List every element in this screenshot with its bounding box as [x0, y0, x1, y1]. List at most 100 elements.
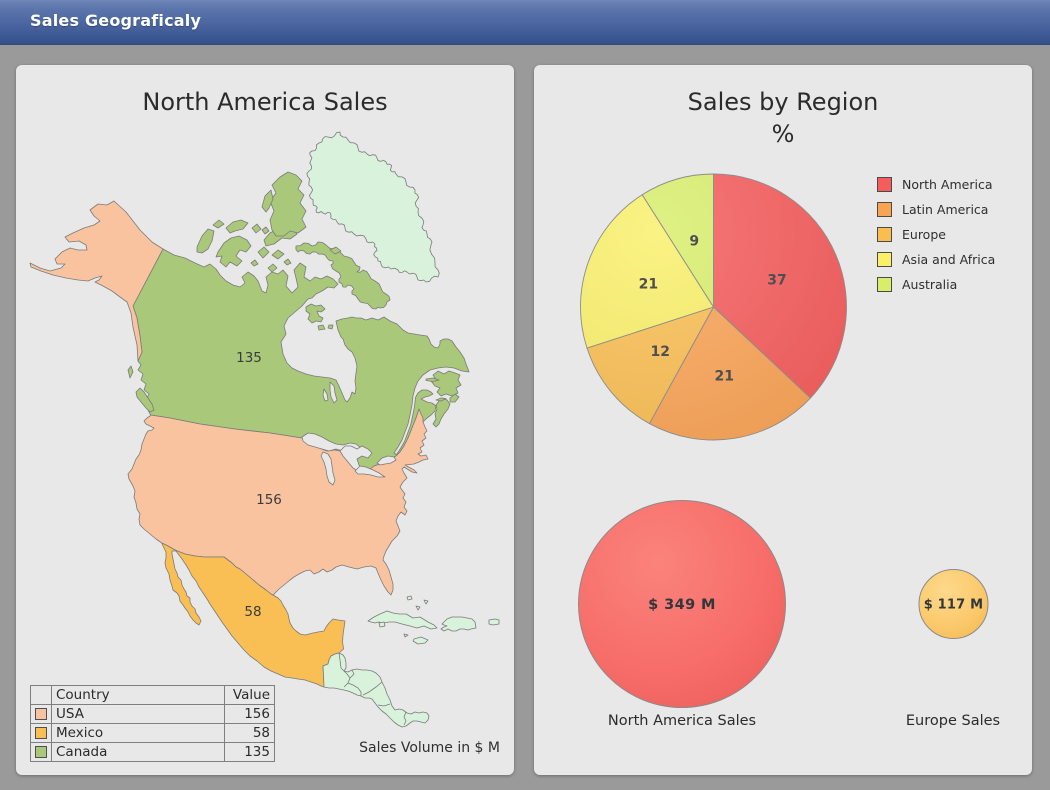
map-border-central-america-0	[338, 652, 345, 672]
map-region-royal-geographical-islands[interactable]	[250, 259, 259, 267]
map-region-alaska[interactable]	[29, 200, 164, 362]
map-region-cornwallis-island[interactable]	[261, 226, 270, 235]
legend-label-asia-and-africa: Asia and Africa	[902, 251, 996, 267]
region-panel-subtitle: %	[771, 120, 795, 148]
table-cell-country: Canada	[51, 742, 225, 762]
pie-slice-north-america[interactable]	[713, 173, 847, 399]
map-region-jamaica[interactable]	[412, 636, 429, 645]
map-region-puerto-rico[interactable]	[488, 618, 500, 626]
map-region-prince-edward-island[interactable]	[435, 397, 447, 402]
legend-item-latin-america[interactable]: Latin America	[877, 201, 995, 217]
bubble-europe-circle	[918, 569, 989, 639]
map-water-lake-michigan	[320, 451, 336, 486]
map-border-central-america-5	[377, 703, 391, 707]
map-region-king-william-island[interactable]	[267, 263, 278, 273]
table-cell-value: 135	[224, 742, 275, 762]
north-america-map: 135 156 58	[29, 131, 500, 728]
pie-value-label: 12	[650, 344, 669, 360]
map-region-bathurst-island[interactable]	[251, 223, 262, 234]
map-region-cape-breton-island[interactable]	[449, 393, 460, 403]
map-region-hispaniola[interactable]	[440, 616, 477, 632]
pie-slice-australia[interactable]	[641, 173, 714, 308]
map-region-ellesmere-island[interactable]	[269, 171, 307, 237]
map-region-bahamas-2[interactable]	[423, 599, 429, 605]
table-cell-country: USA	[51, 704, 225, 724]
map-region-newfoundland[interactable]	[430, 370, 462, 397]
map-region-vancouver-island[interactable]	[135, 387, 155, 413]
legend-item-europe[interactable]: Europe	[877, 226, 995, 242]
table-row-usa[interactable]: USA 156	[30, 704, 275, 724]
mexico-color-swatch	[35, 727, 47, 739]
map-water-group	[301, 381, 397, 486]
map-region-cayman[interactable]	[403, 633, 409, 638]
window-titlebar: Sales Geograficaly	[0, 0, 1050, 45]
map-region-victoria-island[interactable]	[215, 235, 252, 268]
legend-label-latin-america: Latin America	[902, 201, 989, 217]
map-region-southampton-island[interactable]	[305, 303, 326, 324]
map-land-group	[29, 131, 500, 728]
legend-swatch-asia-and-africa	[877, 251, 892, 267]
map-region-nova-scotia[interactable]	[432, 397, 451, 428]
map-region-banks-island[interactable]	[196, 228, 215, 254]
pie-labels-group: 37 21 12 21 9	[639, 234, 787, 385]
map-region-mexico[interactable]	[161, 542, 346, 688]
map-region-somerset-island[interactable]	[271, 249, 285, 260]
sales-by-region-pie: 37 21 12 21 9 $ 349 M $ 117 M	[578, 173, 989, 708]
map-water-lake-winnipegosis	[322, 388, 329, 402]
map-region-bahamas-1[interactable]	[406, 595, 413, 601]
map-region-haida-gwaii[interactable]	[127, 365, 134, 379]
bubble-europe[interactable]: $ 117 M	[918, 569, 989, 639]
bubble-europe-value: $ 117 M	[924, 598, 984, 613]
pie-slice-latin-america[interactable]	[648, 306, 811, 441]
map-region-central-america[interactable]	[322, 652, 430, 728]
pie-value-label: 21	[639, 277, 658, 293]
map-region-melville-island[interactable]	[225, 219, 249, 234]
country-value-table: Country Value USA 156 Mexico 58 Canada 1…	[30, 685, 275, 762]
pie-slice-europe[interactable]	[586, 306, 714, 424]
map-border-central-america-6	[403, 711, 407, 726]
table-row-canada[interactable]: Canada 135	[30, 742, 275, 762]
map-region-isle-of-youth[interactable]	[378, 621, 386, 628]
table-header-row: Country Value	[30, 685, 275, 705]
region-panel-title: Sales by Region	[687, 88, 879, 116]
window-title: Sales Geograficaly	[30, 11, 202, 30]
map-region-coats-island[interactable]	[317, 324, 326, 331]
map-region-greenland[interactable]	[306, 131, 440, 283]
legend-swatch-australia	[877, 276, 892, 292]
table-row-mexico[interactable]: Mexico 58	[30, 723, 275, 743]
table-cell-value: 58	[224, 723, 275, 743]
map-region-bahamas-3[interactable]	[415, 605, 421, 611]
map-label-canada: 135	[236, 350, 262, 366]
map-region-foxe-islands[interactable]	[283, 258, 292, 266]
map-note: Sales Volume in $ M	[359, 740, 500, 756]
legend-label-europe: Europe	[902, 226, 946, 242]
pie-slice-asia-and-africa[interactable]	[580, 194, 714, 349]
map-panel-title: North America Sales	[142, 88, 388, 116]
legend-item-asia-and-africa[interactable]: Asia and Africa	[877, 251, 995, 267]
map-region-prince-patrick-island[interactable]	[212, 219, 225, 229]
map-border-central-america-2	[349, 669, 355, 679]
legend-item-australia[interactable]: Australia	[877, 276, 995, 292]
pie-slices-group	[580, 173, 847, 441]
bubble-caption-europe: Europe Sales	[905, 713, 1001, 729]
table-cell-country: Mexico	[51, 723, 225, 743]
map-region-bylot-island[interactable]	[329, 246, 342, 255]
map-region-cuba[interactable]	[367, 610, 438, 630]
map-region-mansel-island[interactable]	[327, 324, 334, 330]
legend-item-north-america[interactable]: North America	[877, 176, 995, 192]
map-region-usa-mainland[interactable]	[127, 408, 429, 599]
table-header-country: Country	[51, 685, 225, 705]
map-border-central-america-4	[362, 681, 383, 696]
region-panel: Sales by Region % 37 21 12 21 9 $ 349 M $ 11…	[534, 65, 1032, 775]
map-region-baffin-island[interactable]	[295, 241, 391, 310]
map-water-lake-winnipeg	[329, 381, 338, 404]
map-label-usa: 156	[256, 492, 282, 508]
map-panel: North America Sales	[16, 65, 514, 775]
map-region-axel-heiberg-island[interactable]	[261, 189, 274, 213]
map-region-anticosti-island[interactable]	[425, 377, 440, 382]
bubble-north-america-value: $ 349 M	[648, 597, 716, 613]
bubble-north-america[interactable]: $ 349 M	[578, 500, 786, 708]
bubble-north-america-circle	[578, 500, 786, 708]
map-region-prince-of-wales-island[interactable]	[257, 246, 270, 259]
legend-label-australia: Australia	[902, 276, 958, 292]
